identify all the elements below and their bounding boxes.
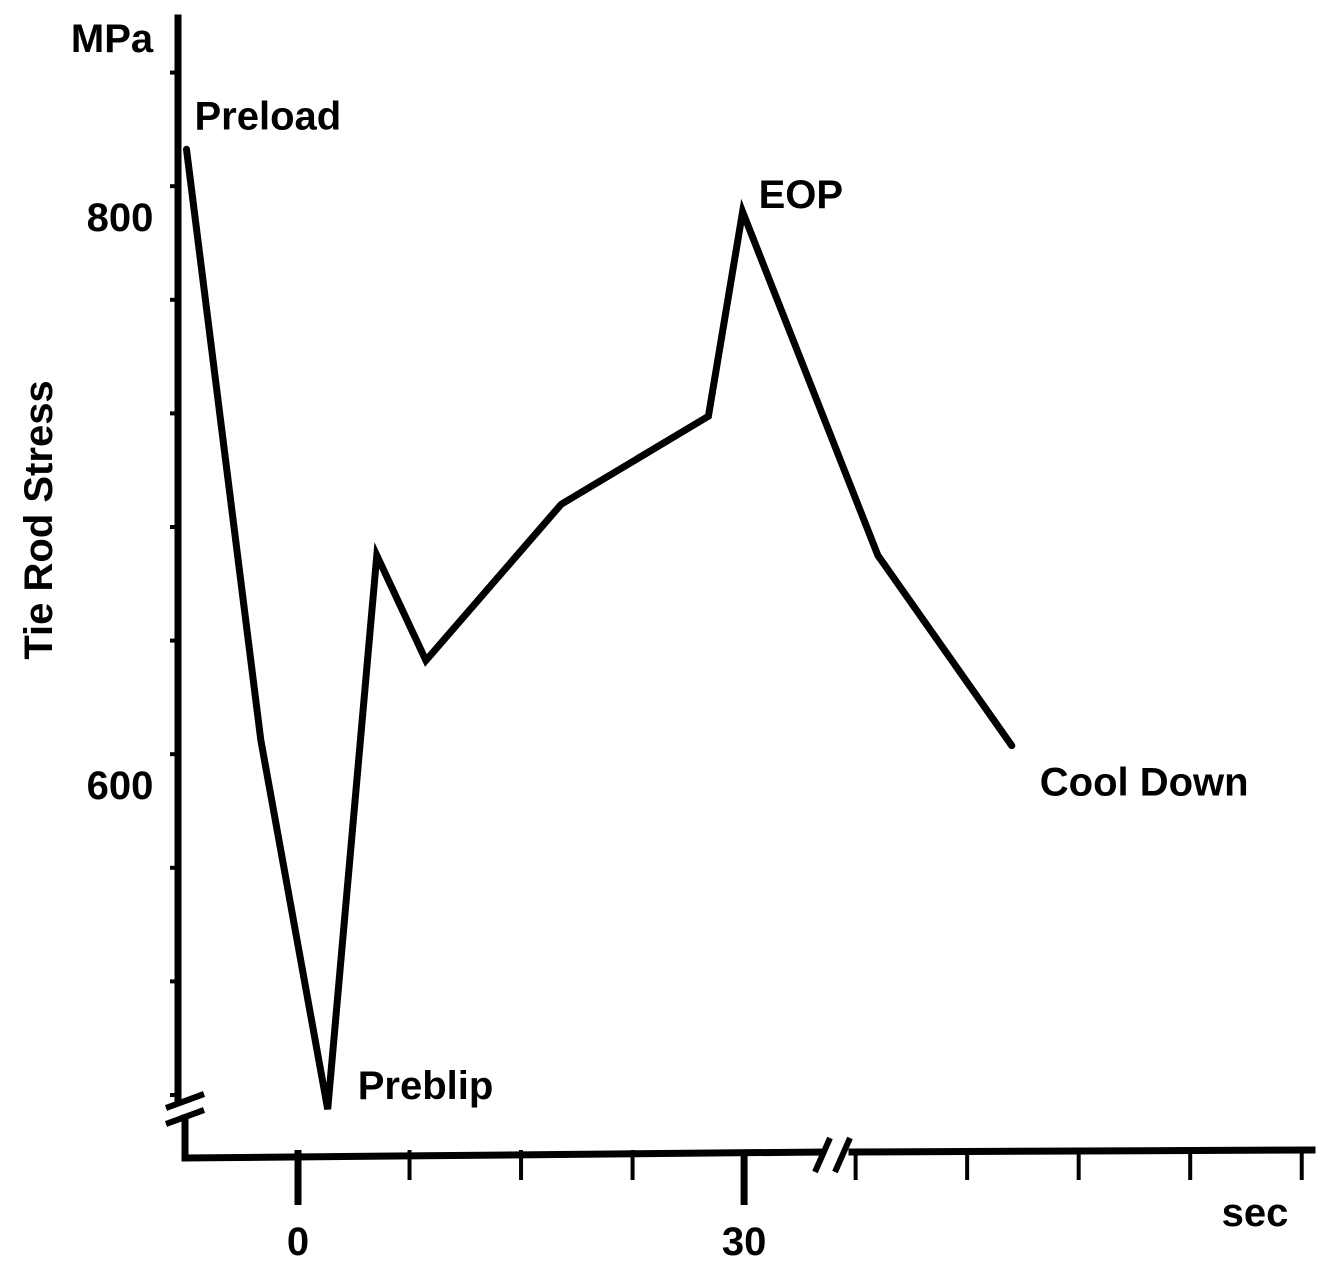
series [183,145,1016,1110]
y-axis-label: Tie Rod Stress [17,380,61,659]
axes [164,14,1316,1174]
tick-labels: 600 800 0 30 [87,196,767,1264]
y-tick-label-800: 800 [87,196,154,240]
annotations: Preload EOP Preblip Cool Down [194,94,1248,1108]
x-axis-break-mark-2 [832,1136,853,1174]
annotation-preload: Preload [194,94,341,138]
x-axis-line-right [848,1146,1316,1156]
annotation-cool-down: Cool Down [1040,761,1249,805]
x-axis-line-left [181,1148,826,1162]
y-unit-label: MPa [71,17,154,61]
annotation-preblip: Preblip [358,1064,494,1108]
x-tick-label-30: 30 [722,1220,767,1264]
y-axis-break-mark-2 [164,1107,206,1127]
ticks [170,70,1304,1205]
y-axis-break-mark-1 [164,1091,206,1111]
y-tick-label-600: 600 [87,764,154,808]
x-tick-label-0: 0 [287,1220,309,1264]
x-axis-label: sec [1222,1191,1289,1235]
series-line-0 [183,145,1016,1110]
annotation-eop: EOP [759,173,843,217]
x-axis-break-mark-1 [812,1136,833,1174]
